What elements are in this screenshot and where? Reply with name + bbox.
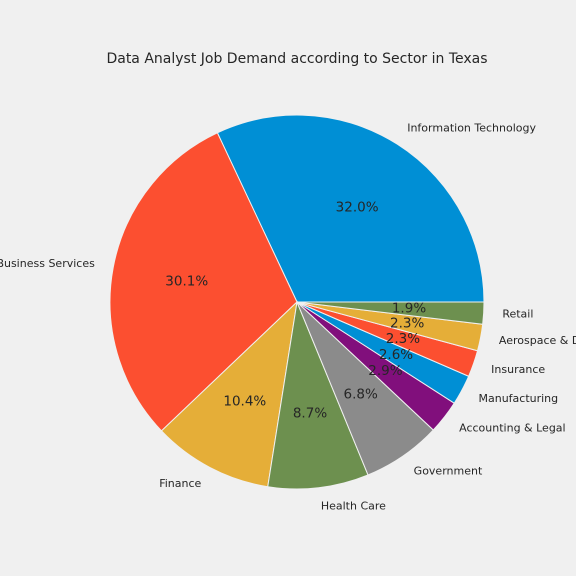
percent-label-information-technology: 32.0% xyxy=(336,199,379,215)
pie-slice-health-care xyxy=(267,300,369,490)
chart-title: Data Analyst Job Demand according to Sec… xyxy=(106,51,487,67)
percent-label-manufacturing: 2.6% xyxy=(379,347,413,363)
category-labels: Information Technology Business Services F… xyxy=(0,121,576,512)
percent-label-accounting-and-legal: 2.9% xyxy=(368,363,402,379)
pie-slice-retail xyxy=(296,301,485,325)
category-label-information-technology: Information Technology xyxy=(407,121,536,134)
pie-slice-business-services xyxy=(109,132,298,432)
pie-slice-finance xyxy=(160,300,298,488)
percent-label-aerospace-and-defense: 2.3% xyxy=(390,315,424,331)
category-label-insurance: Insurance xyxy=(491,363,545,376)
percent-label-finance: 10.4% xyxy=(223,393,266,409)
percent-label-insurance: 2.3% xyxy=(386,331,420,347)
percent-label-government: 6.8% xyxy=(343,386,377,402)
category-label-health-care: Health Care xyxy=(321,499,386,512)
pie-slice-information-technology xyxy=(216,114,485,303)
percent-label-retail: 1.9% xyxy=(392,301,426,317)
category-label-manufacturing: Manufacturing xyxy=(478,392,558,405)
percentage-labels: 32.0%30.1%10.4%8.7%6.8%2.9%2.6%2.3%2.3%1… xyxy=(165,199,426,421)
pie-slices xyxy=(109,114,485,490)
category-label-government: Government xyxy=(414,464,483,477)
percent-label-business-services: 30.1% xyxy=(165,273,208,289)
category-label-aerospace-and-defense: Aerospace & Defense xyxy=(499,334,576,347)
category-label-finance: Finance xyxy=(159,477,201,490)
percent-label-health-care: 8.7% xyxy=(293,405,327,421)
category-label-business-services: Business Services xyxy=(0,257,95,270)
category-label-retail: Retail xyxy=(502,307,533,320)
category-label-accounting-and-legal: Accounting & Legal xyxy=(459,422,565,435)
